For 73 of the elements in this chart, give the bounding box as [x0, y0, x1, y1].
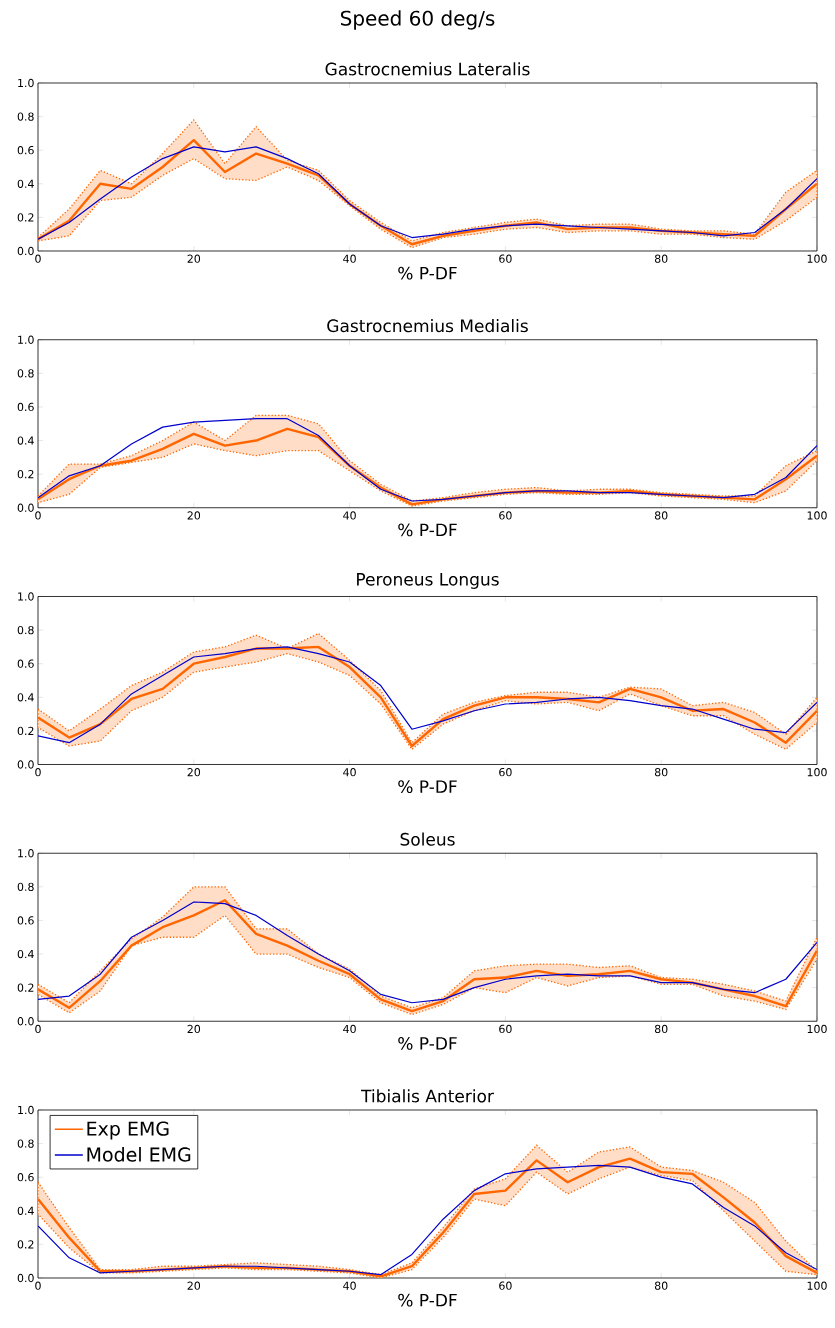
x-axis-title: % P-DF: [398, 266, 457, 280]
y-tick-label: 0.2: [17, 469, 34, 479]
y-tick-label: 1.0: [18, 335, 34, 344]
x-axis-title: % P-DF: [398, 1293, 457, 1307]
x-tick-label: 80: [654, 254, 668, 263]
x-tick-label: 40: [343, 1024, 356, 1034]
y-tick-label: 1.0: [18, 592, 34, 601]
chart-title: Gastrocnemius Lateralis: [325, 62, 530, 76]
chart-title: Gastrocnemius Medialis: [327, 319, 528, 333]
y-tick-label: 0.2: [17, 213, 34, 222]
x-tick-label: 60: [499, 511, 512, 520]
x-tick-label: 80: [654, 1024, 668, 1034]
y-tick-label: 0.2: [17, 983, 34, 992]
y-tick-label: 0.2: [17, 726, 34, 736]
x-tick-label: 100: [807, 1281, 827, 1290]
x-tick-label: 0: [35, 768, 41, 777]
y-tick-label: 0.4: [17, 949, 34, 959]
x-tick-label: 60: [499, 1024, 512, 1034]
y-tick-label: 0.0: [17, 760, 34, 769]
x-tick-label: 0: [35, 511, 41, 520]
y-tick-label: 1.0: [18, 849, 34, 858]
x-tick-label: 40: [343, 1281, 356, 1290]
y-tick-label: 0.6: [17, 659, 34, 668]
y-tick-label: 0.6: [17, 402, 34, 412]
x-tick-label: 100: [807, 254, 827, 263]
y-tick-label: 0.8: [17, 1139, 34, 1148]
x-tick-label: 40: [343, 254, 356, 263]
text: Speed 60 deg/s: [340, 10, 495, 30]
x-tick-label: 80: [654, 768, 668, 777]
x-tick-label: 60: [499, 254, 512, 263]
y-tick-label: 0.8: [17, 112, 34, 121]
x-tick-label: 60: [499, 1281, 512, 1290]
x-tick-label: 80: [654, 511, 668, 520]
y-tick-label: 1.0: [18, 78, 34, 88]
y-tick-label: 0.0: [17, 503, 34, 512]
y-tick-label: 0.6: [17, 1173, 34, 1182]
x-tick-label: 80: [654, 1281, 668, 1290]
y-tick-label: 0.8: [17, 369, 34, 378]
x-tick-label: 20: [187, 511, 201, 520]
chart-title: Peroneus Longus: [357, 573, 499, 589]
x-tick-label: 20: [187, 1281, 201, 1290]
y-tick-label: 0.4: [17, 179, 34, 188]
y-tick-label: 1.0: [18, 1105, 34, 1115]
y-tick-label: 0.8: [17, 625, 34, 635]
x-axis-title: % P-DF: [398, 1036, 457, 1050]
x-tick-label: 0: [35, 1024, 41, 1034]
x-tick-label: 100: [807, 1024, 827, 1034]
chart-title: Tibialis Anterior: [361, 1089, 494, 1103]
y-tick-label: 0.4: [17, 436, 34, 445]
x-tick-label: 20: [187, 254, 201, 263]
y-tick-label: 0.0: [17, 246, 34, 256]
y-tick-label: 0.4: [17, 693, 34, 702]
y-tick-label: 0.0: [17, 1017, 34, 1026]
y-tick-label: 0.8: [17, 882, 34, 891]
chart-title: Soleus: [400, 832, 455, 846]
x-axis-title: % P-DF: [398, 523, 457, 537]
x-tick-label: 40: [343, 511, 356, 520]
x-tick-label: 40: [343, 768, 356, 777]
x-tick-label: 100: [807, 768, 827, 777]
legend-label: Exp EMG: [87, 1121, 169, 1140]
y-tick-label: 0.2: [17, 1240, 34, 1249]
x-tick-label: 20: [187, 768, 201, 777]
y-tick-label: 0.4: [17, 1206, 34, 1215]
y-tick-label: 0.6: [17, 146, 34, 155]
x-tick-label: 20: [187, 1024, 201, 1034]
x-axis-title: % P-DF: [398, 780, 457, 794]
legend-label: Model EMG: [87, 1147, 191, 1162]
y-tick-label: 0.6: [17, 916, 34, 925]
x-tick-label: 60: [499, 768, 512, 777]
y-tick-label: 0.0: [17, 1273, 34, 1283]
x-tick-label: 0: [35, 1281, 41, 1290]
x-tick-label: 0: [35, 254, 41, 263]
x-tick-label: 100: [807, 511, 827, 520]
